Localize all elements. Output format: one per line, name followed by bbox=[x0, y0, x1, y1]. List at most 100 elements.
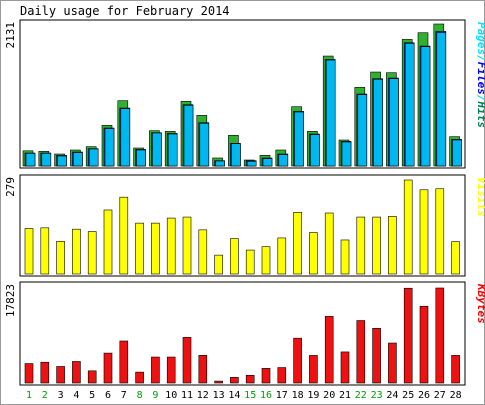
bar-kbytes bbox=[182, 337, 192, 384]
bar-kbytes bbox=[56, 366, 65, 384]
bar-visits bbox=[277, 237, 287, 275]
bar-kbytes bbox=[166, 356, 176, 384]
x-tick-label: 21 bbox=[339, 390, 351, 401]
bar-kbytes bbox=[214, 380, 223, 384]
x-tick-label: 16 bbox=[260, 390, 272, 401]
bar-pages bbox=[120, 108, 131, 167]
bar-kbytes bbox=[72, 361, 81, 384]
panel-frame-visits bbox=[19, 174, 466, 277]
x-tick-label: 9 bbox=[152, 390, 158, 401]
bar-pages bbox=[231, 143, 241, 167]
bar-visits bbox=[324, 212, 334, 275]
bar-pages bbox=[325, 59, 336, 167]
bar-pages bbox=[357, 94, 368, 167]
max-label-kbytes: 17823 bbox=[4, 284, 17, 317]
bar-visits bbox=[356, 216, 366, 275]
bar-visits bbox=[103, 209, 113, 275]
ylabel-kbytes: KBytes bbox=[475, 283, 485, 324]
bar-visits bbox=[261, 246, 271, 275]
bar-kbytes bbox=[261, 368, 271, 384]
bar-pages bbox=[452, 139, 462, 167]
ylabel-pages-files-hits: Pages/Files/Hits bbox=[475, 22, 485, 128]
bar-visits bbox=[119, 196, 129, 275]
bar-kbytes bbox=[372, 328, 381, 384]
bar-pages bbox=[183, 105, 194, 167]
bar-visits bbox=[245, 249, 255, 275]
bar-kbytes bbox=[419, 305, 429, 384]
bar-visits bbox=[182, 216, 192, 275]
bar-kbytes bbox=[87, 370, 97, 384]
x-tick-label: 3 bbox=[58, 390, 64, 401]
bars-kbytes bbox=[24, 287, 460, 384]
x-tick-label: 4 bbox=[73, 390, 79, 401]
bar-pages bbox=[104, 128, 115, 167]
bar-pages bbox=[41, 153, 52, 167]
bar-visits bbox=[403, 179, 413, 275]
bar-visits bbox=[166, 217, 176, 275]
bar-kbytes bbox=[356, 320, 366, 384]
bar-kbytes bbox=[40, 361, 50, 384]
x-tick-label: 6 bbox=[105, 390, 111, 401]
bar-kbytes bbox=[324, 316, 334, 384]
bar-pages bbox=[389, 78, 399, 167]
bar-visits bbox=[372, 216, 381, 275]
bar-visits bbox=[40, 227, 50, 275]
bar-visits bbox=[56, 241, 65, 275]
x-tick-label: 5 bbox=[89, 390, 95, 401]
bar-visits bbox=[388, 216, 397, 275]
x-tick-label: 2 bbox=[42, 390, 48, 401]
x-tick-label: 15 bbox=[244, 390, 256, 401]
max-label-hits: 2131 bbox=[4, 22, 17, 49]
x-tick-label: 25 bbox=[402, 390, 414, 401]
bar-kbytes bbox=[245, 375, 255, 384]
bar-pages bbox=[167, 133, 178, 167]
bar-visits bbox=[87, 231, 97, 275]
bar-visits bbox=[293, 212, 302, 275]
bar-kbytes bbox=[119, 340, 129, 384]
bar-kbytes bbox=[24, 363, 34, 384]
x-tick-label: 13 bbox=[213, 390, 225, 401]
x-tick-label: 19 bbox=[307, 390, 319, 401]
bar-kbytes bbox=[403, 287, 413, 384]
x-tick-label: 24 bbox=[386, 390, 398, 401]
bar-kbytes bbox=[230, 377, 239, 384]
x-tick-label: 26 bbox=[418, 390, 430, 401]
ylabel-part: Hits bbox=[475, 101, 485, 129]
bar-kbytes bbox=[435, 287, 445, 384]
bar-kbytes bbox=[340, 351, 350, 384]
bar-kbytes bbox=[198, 355, 208, 384]
bar-kbytes bbox=[135, 371, 144, 384]
ylabel-visits: Visits bbox=[475, 177, 485, 217]
x-tick-label: 27 bbox=[434, 390, 446, 401]
bar-pages bbox=[341, 141, 352, 167]
bar-pages bbox=[262, 158, 273, 167]
x-tick-label: 1 bbox=[26, 390, 32, 401]
panel-frame-hits bbox=[19, 19, 466, 169]
bar-visits bbox=[214, 254, 223, 275]
x-tick-label: 10 bbox=[165, 390, 177, 401]
bar-pages bbox=[373, 79, 383, 167]
bar-visits bbox=[135, 222, 144, 275]
bar-visits bbox=[451, 241, 460, 275]
bar-kbytes bbox=[293, 337, 302, 384]
svg-text:Pages/Files/Hits: Pages/Files/Hits bbox=[475, 22, 485, 128]
bar-kbytes bbox=[309, 355, 318, 384]
chart-title: Daily usage for February 2014 bbox=[20, 4, 230, 18]
x-tick-label: 20 bbox=[323, 390, 335, 401]
bar-pages bbox=[436, 32, 447, 167]
bar-kbytes bbox=[103, 352, 113, 384]
x-tick-label: 17 bbox=[276, 390, 288, 401]
bar-kbytes bbox=[277, 367, 287, 384]
bar-visits bbox=[230, 238, 239, 275]
bars-visits bbox=[24, 179, 460, 275]
x-tick-label: 23 bbox=[371, 390, 383, 401]
bar-visits bbox=[309, 232, 318, 275]
bar-visits bbox=[72, 228, 81, 275]
bar-visits bbox=[340, 239, 350, 275]
x-tick-label: 11 bbox=[181, 390, 193, 401]
bar-pages bbox=[136, 149, 146, 167]
x-tick-label: 18 bbox=[292, 390, 304, 401]
bars-pages-files-hits bbox=[22, 23, 462, 167]
bar-visits bbox=[151, 222, 160, 275]
